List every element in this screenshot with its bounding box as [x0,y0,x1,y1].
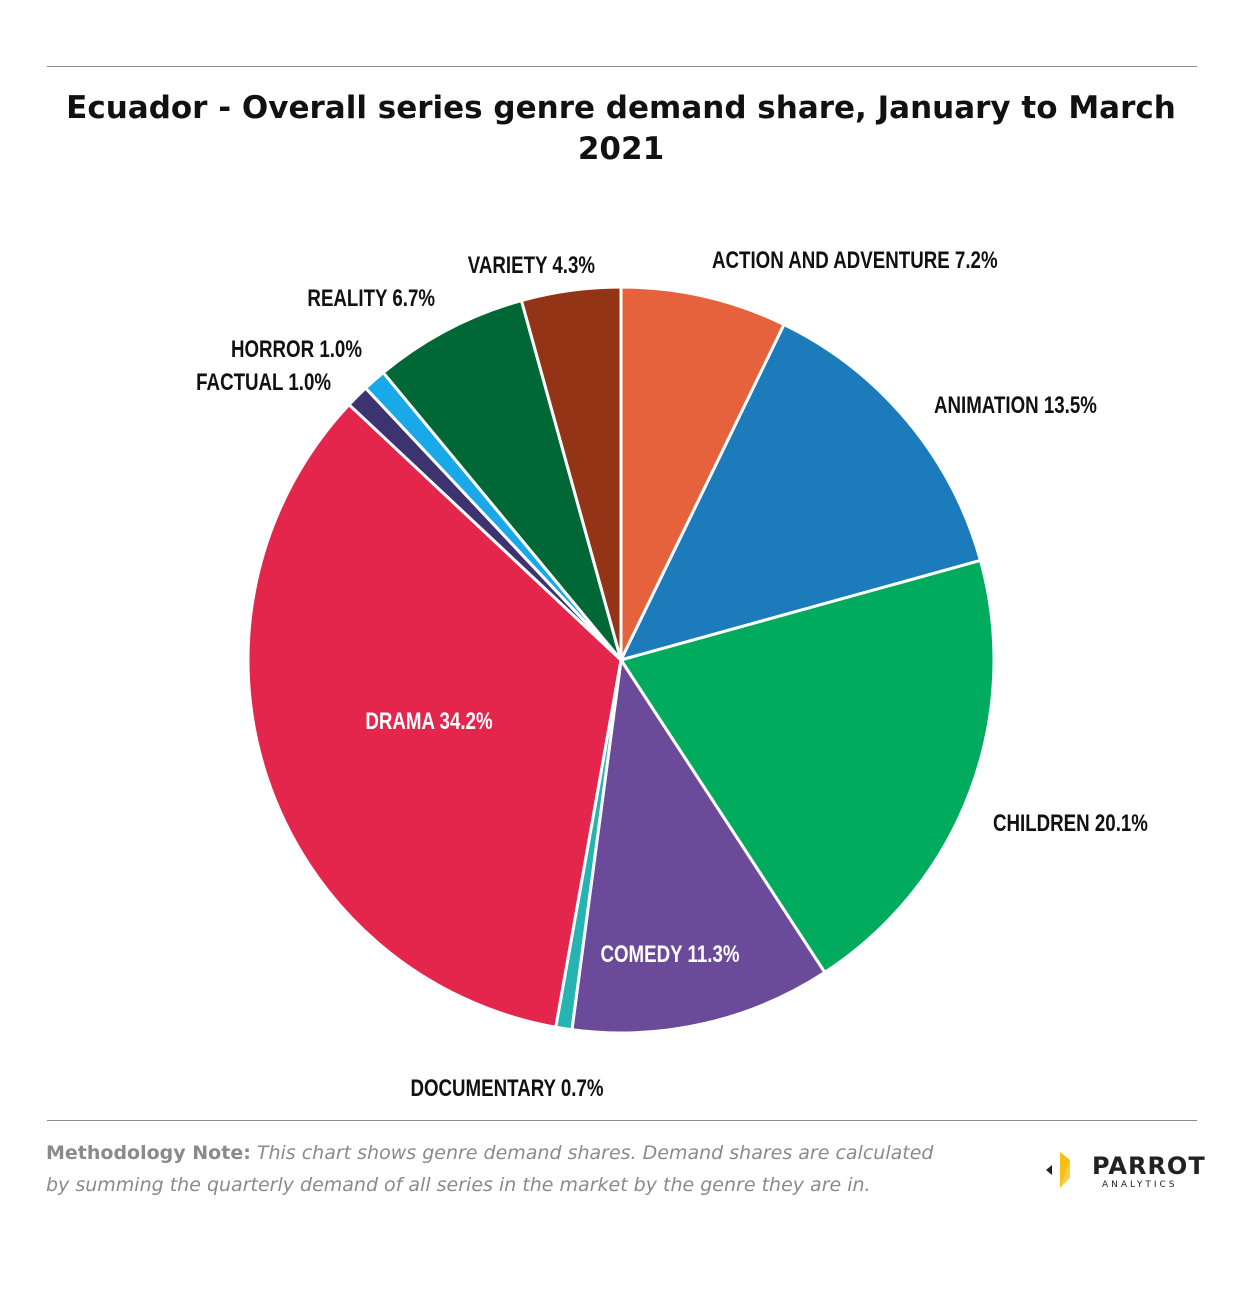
slice-label-horror: HORROR 1.0% [231,336,362,363]
slice-label-drama: DRAMA 34.2% [365,708,492,735]
pie-slice-drama [246,403,623,1029]
slice-label-documentary: DOCUMENTARY 0.7% [410,1075,603,1102]
slice-label-action-and-adventure: ACTION AND ADVENTURE 7.2% [712,247,998,274]
methodology-note-label: Methodology Note: [46,1142,251,1164]
slice-label-animation: ANIMATION 13.5% [934,392,1097,419]
pie-slice-comedy [570,658,827,1035]
slice-label-variety: VARIETY 4.3% [468,252,595,279]
pie-slice-animation [619,323,982,662]
slice-label-children: CHILDREN 20.1% [993,810,1148,837]
logo-name: PARROT [1092,1152,1206,1180]
top-divider [47,66,1197,67]
slice-label-comedy: COMEDY 11.3% [600,941,739,968]
pie-slice-variety [519,285,623,662]
pie-slice-reality [381,299,623,662]
chart-title: Ecuador - Overall series genre demand sh… [66,90,1176,167]
pie-slice-children [619,558,996,974]
logo-subtitle: ANALYTICS [1102,1180,1178,1190]
parrot-analytics-logo: PARROT ANALYTICS [1040,1148,1205,1198]
slice-label-reality: REALITY 6.7% [307,285,435,312]
methodology-note-text: This chart shows genre demand shares. De… [46,1142,934,1196]
bottom-divider [47,1120,1197,1121]
slice-label-factual: FACTUAL 1.0% [196,369,331,396]
pie-slice-action-and-adventure [619,285,786,662]
methodology-note: Methodology Note: This chart shows genre… [46,1137,946,1201]
parrot-logo-icon [1046,1152,1070,1188]
